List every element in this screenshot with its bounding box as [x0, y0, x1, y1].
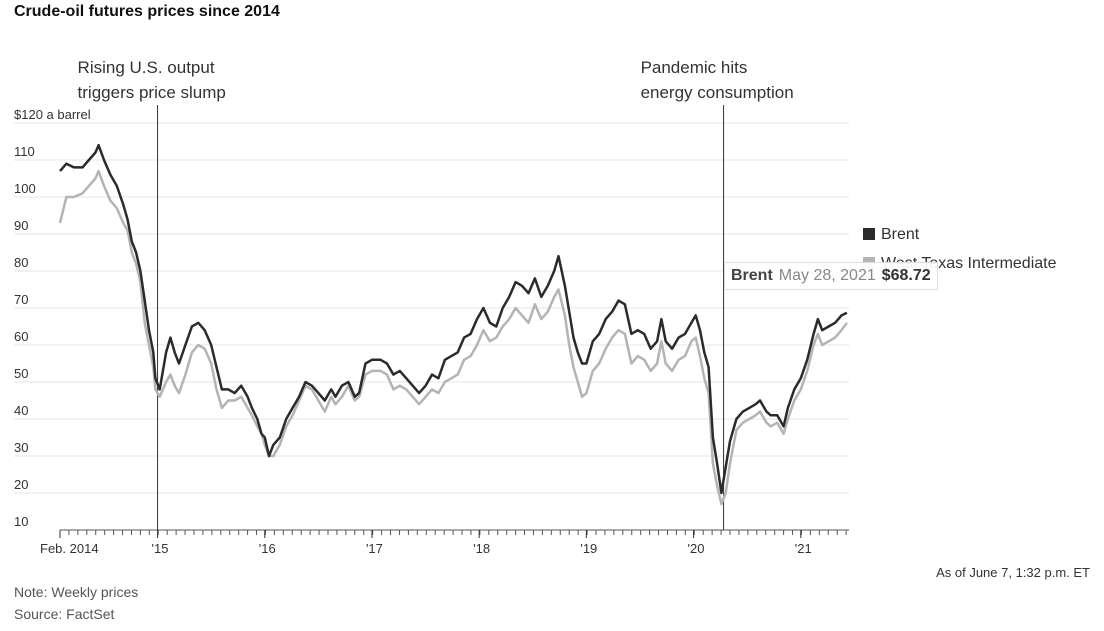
- page-title: Crude-oil futures prices since 2014: [14, 3, 280, 20]
- hover-tooltip: Brent May 28, 2021 $68.72: [724, 262, 938, 290]
- y-tick-label-100: 100: [14, 181, 36, 196]
- y-tick-label-10: 10: [14, 514, 28, 529]
- legend-item-brent[interactable]: Brent: [863, 226, 919, 244]
- x-tick-label-0: Feb. 2014: [40, 541, 99, 556]
- series-lines: [58, 143, 848, 506]
- annotation-text-0-1: triggers price slump: [78, 83, 226, 102]
- y-axis-ticks: $120 a barrel 110 100 90 80 70 60 50 40 30 20 10: [14, 107, 91, 529]
- y-tick-label-70: 70: [14, 292, 28, 307]
- x-tick-label-5: '19: [580, 541, 597, 556]
- brent-swatch: [863, 228, 875, 240]
- y-tick-label-90: 90: [14, 218, 28, 233]
- as-of-timestamp: As of June 7, 1:32 p.m. ET: [936, 565, 1090, 580]
- x-tick-label-6: '20: [688, 541, 705, 556]
- series-line-brent: [59, 143, 848, 495]
- x-tick-label-7: '21: [795, 541, 812, 556]
- y-tick-label-20: 20: [14, 477, 28, 492]
- note-text: Note: Weekly prices: [14, 584, 139, 600]
- annotation-text-0-0: Rising U.S. output: [78, 58, 215, 77]
- tooltip-series: Brent: [731, 267, 773, 284]
- y-tick-label-80: 80: [14, 255, 28, 270]
- source-text: Source: FactSet: [14, 606, 115, 622]
- x-tick-label-3: '17: [366, 541, 383, 556]
- y-tick-label-60: 60: [14, 329, 28, 344]
- x-tick-label-4: '18: [473, 541, 490, 556]
- tooltip-value: $68.72: [881, 267, 931, 284]
- y-tick-label-40: 40: [14, 403, 28, 418]
- y-tick-label-50: 50: [14, 366, 28, 381]
- y-tick-label-30: 30: [14, 440, 28, 455]
- legend-label-brent: Brent: [881, 226, 920, 243]
- annotation-text-1-0: Pandemic hits: [641, 58, 748, 77]
- y-tick-label-120: $120 a barrel: [14, 107, 91, 122]
- series-line-wti: [58, 169, 848, 506]
- y-tick-label-110: 110: [14, 144, 35, 159]
- annotations: Rising U.S. output triggers price slump Pa…: [78, 58, 794, 530]
- grid-lines: [14, 122, 849, 494]
- tooltip-date: May 28, 2021: [778, 267, 876, 284]
- x-tick-label-2: '16: [259, 541, 276, 556]
- annotation-text-1-1: energy consumption: [641, 83, 794, 102]
- x-tick-label-1: '15: [152, 541, 169, 556]
- x-axis: Feb. 2014 '15 '16 '17 '18 '19 '20 '21: [40, 529, 849, 556]
